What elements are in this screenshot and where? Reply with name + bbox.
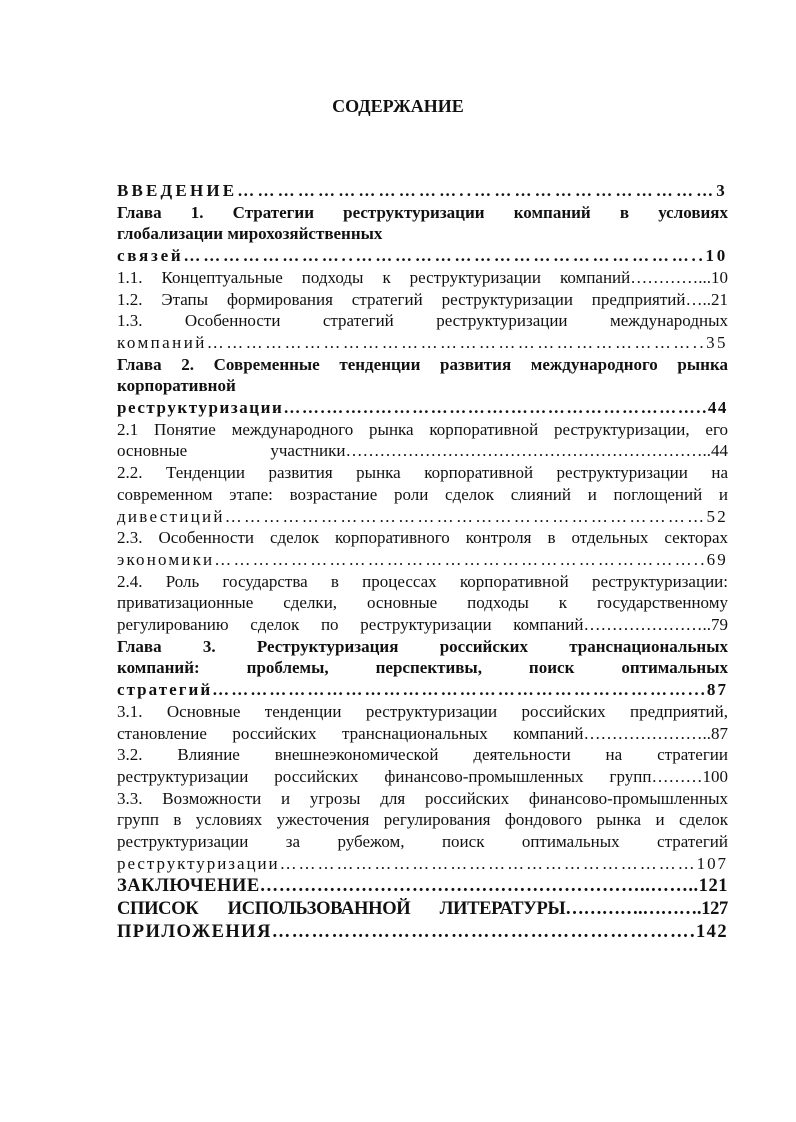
toc-entry: Глава 1. Стратегии реструктуризации комп… — [117, 202, 728, 267]
toc-entry: ЗАКЛЮЧЕНИЕ……………………………………………………..……..121 — [117, 875, 728, 898]
toc-entry: 3.1. Основные тенденции реструктуризации… — [117, 701, 728, 744]
toc-entry: 3.2. Влияние внешнеэкономической деятель… — [117, 744, 728, 787]
toc-line: 3.3. Возможности и угрозы для российских… — [117, 788, 728, 808]
toc-line: ЗАКЛЮЧЕНИЕ……………………………………………………..……..121 — [117, 875, 728, 896]
toc-entry: Глава 2. Современные тенденции развития … — [117, 354, 728, 419]
toc-line: реструктуризации российских финансово-пр… — [117, 766, 728, 786]
toc-entry: 2.4. Роль государства в процессах корпор… — [117, 571, 728, 636]
toc-line: групп в условиях ужесточения регулирован… — [117, 810, 728, 830]
toc-line: 2.1 Понятие международного рынка корпора… — [117, 419, 728, 439]
toc-entry: 1.2. Этапы формирования стратегий рестру… — [117, 289, 728, 311]
toc-entry: Глава 3. Реструктуризация российских тра… — [117, 636, 728, 701]
toc-line: Глава 2. Современные тенденции развития … — [117, 354, 728, 374]
toc-entry: 1.3. Особенности стратегий реструктуриза… — [117, 310, 728, 353]
toc-entry: СПИСОК ИСПОЛЬЗОВАННОЙ ЛИТЕРАТУРЫ………….………… — [117, 898, 728, 921]
toc-line: стратегий…………………………………………………………………...87 — [117, 680, 728, 700]
toc-line: ВВЕДЕНИЕ……………………………..………………………………3 — [117, 181, 728, 200]
title: СОДЕРЖАНИЕ — [332, 96, 464, 116]
toc-entry: 1.1. Концептуальные подходы к реструктур… — [117, 267, 728, 289]
toc-line: компаний…………………………………………………………………..35 — [117, 332, 728, 352]
toc-line: основные участники……………………………………………………….… — [117, 441, 728, 461]
toc-line: приватизационные сделки, основные подход… — [117, 593, 728, 613]
toc-line: корпоративной — [117, 376, 236, 396]
toc-line: Глава 1. Стратегии реструктуризации комп… — [117, 202, 728, 222]
toc-entry: 2.2. Тенденции развития рынка корпоратив… — [117, 462, 728, 527]
toc-line: реструктуризации…………………………………………………………10… — [117, 853, 728, 873]
toc-line: 2.4. Роль государства в процессах корпор… — [117, 571, 728, 591]
toc-line: связей……………………..……………………………………………..10 — [117, 246, 728, 266]
toc-line: Глава 3. Реструктуризация российских тра… — [117, 636, 728, 656]
toc-line: регулированию сделок по реструктуризации… — [117, 615, 728, 635]
toc-line: дивестиций…………………………………………………………………52 — [117, 506, 728, 526]
toc-entry: ВВЕДЕНИЕ……………………………..………………………………3 — [117, 180, 728, 202]
toc-line: реструктуризации за рубежом, поиск оптим… — [117, 832, 728, 852]
toc-line: 2.2. Тенденции развития рынка корпоратив… — [117, 463, 728, 483]
toc-line: современном этапе: возрастание роли сдел… — [117, 484, 728, 504]
toc-line: экономики…………………………………………………………………..69 — [117, 549, 728, 569]
toc-line: реструктуризации…….……..………………….………………………… — [117, 398, 728, 418]
toc-line: 1.2. Этапы формирования стратегий рестру… — [117, 289, 728, 309]
toc-entry: 2.1 Понятие международного рынка корпора… — [117, 419, 728, 462]
toc-line: 1.1. Концептуальные подходы к реструктур… — [117, 267, 728, 287]
toc-line: 3.2. Влияние внешнеэкономической деятель… — [117, 745, 728, 765]
table-of-contents: ВВЕДЕНИЕ……………………………..………………………………3 Глава … — [117, 180, 728, 944]
toc-line: глобализации мирохозяйственных — [117, 224, 383, 244]
toc-line: компаний: проблемы, перспективы, поиск о… — [117, 658, 728, 678]
toc-line: СПИСОК ИСПОЛЬЗОВАННОЙ ЛИТЕРАТУРЫ………….………… — [117, 898, 728, 919]
toc-line: 3.1. Основные тенденции реструктуризации… — [117, 701, 728, 721]
toc-entry: ПРИЛОЖЕНИЯ……………………………………………………….142 — [117, 921, 728, 944]
toc-entry: 2.3. Особенности сделок корпоративного к… — [117, 527, 728, 570]
toc-line: 1.3. Особенности стратегий реструктуриза… — [117, 311, 728, 331]
toc-line: 2.3. Особенности сделок корпоративного к… — [117, 528, 728, 548]
toc-line: ПРИЛОЖЕНИЯ……………………………………………………….142 — [117, 921, 728, 942]
toc-entry: 3.3. Возможности и угрозы для российских… — [117, 788, 728, 875]
toc-line: становление российских транснациональных… — [117, 723, 728, 743]
